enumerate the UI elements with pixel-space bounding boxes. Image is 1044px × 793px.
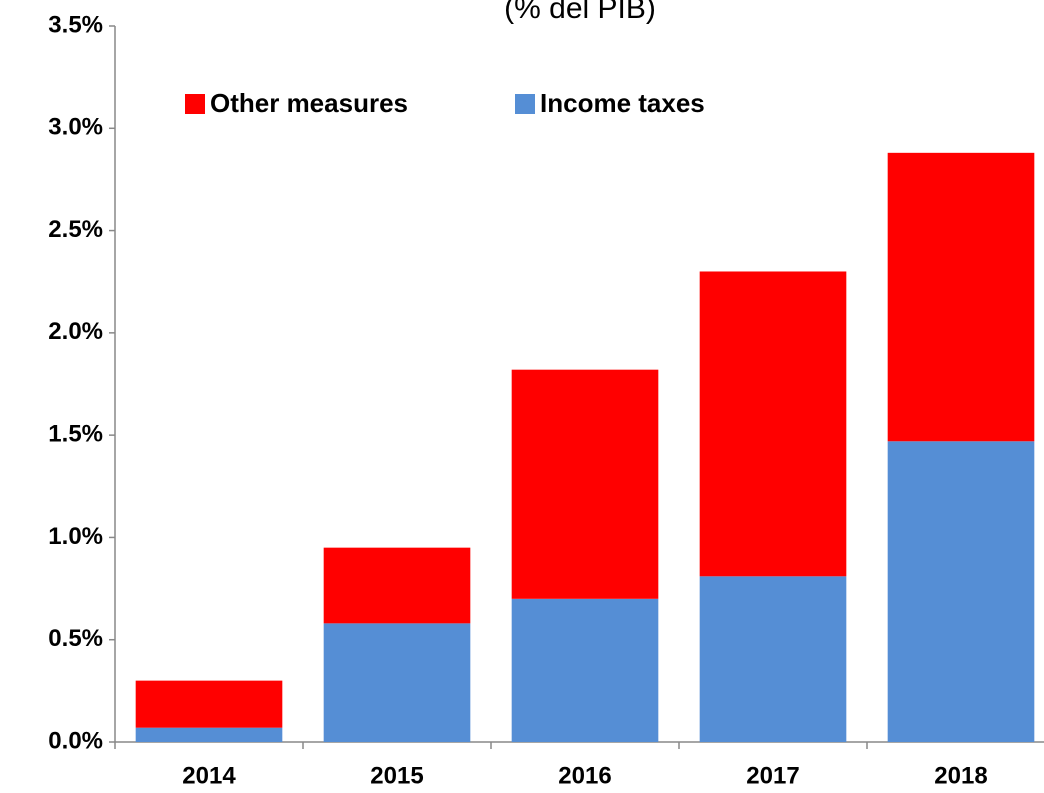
bar-segment [323, 623, 471, 742]
legend-label: Other measures [210, 88, 408, 118]
bar-segment [887, 152, 1035, 442]
bar-segment [135, 727, 283, 742]
y-tick-label: 1.0% [48, 523, 103, 550]
bar-segment [699, 576, 847, 742]
y-tick-label: 2.5% [48, 216, 103, 243]
y-tick-label: 1.5% [48, 420, 103, 447]
x-tick-label: 2018 [934, 762, 987, 789]
chart-subtitle: (% del PIB) [504, 0, 656, 25]
x-tick-label: 2016 [558, 762, 611, 789]
x-tick-label: 2017 [746, 762, 799, 789]
legend-label: Income taxes [540, 88, 705, 118]
legend-swatch [185, 94, 205, 114]
y-tick-label: 3.0% [48, 114, 103, 141]
bar-segment [323, 547, 471, 624]
bar-segment [887, 441, 1035, 742]
x-tick-label: 2014 [182, 762, 236, 789]
x-tick-label: 2015 [370, 762, 423, 789]
bar-segment [699, 271, 847, 577]
bar-segment [511, 598, 659, 742]
bar-segment [135, 680, 283, 728]
bar-segment [511, 369, 659, 599]
y-tick-label: 0.0% [48, 727, 103, 754]
y-tick-label: 0.5% [48, 625, 103, 652]
legend-swatch [515, 94, 535, 114]
y-tick-label: 2.0% [48, 318, 103, 345]
y-tick-label: 3.5% [48, 11, 103, 38]
